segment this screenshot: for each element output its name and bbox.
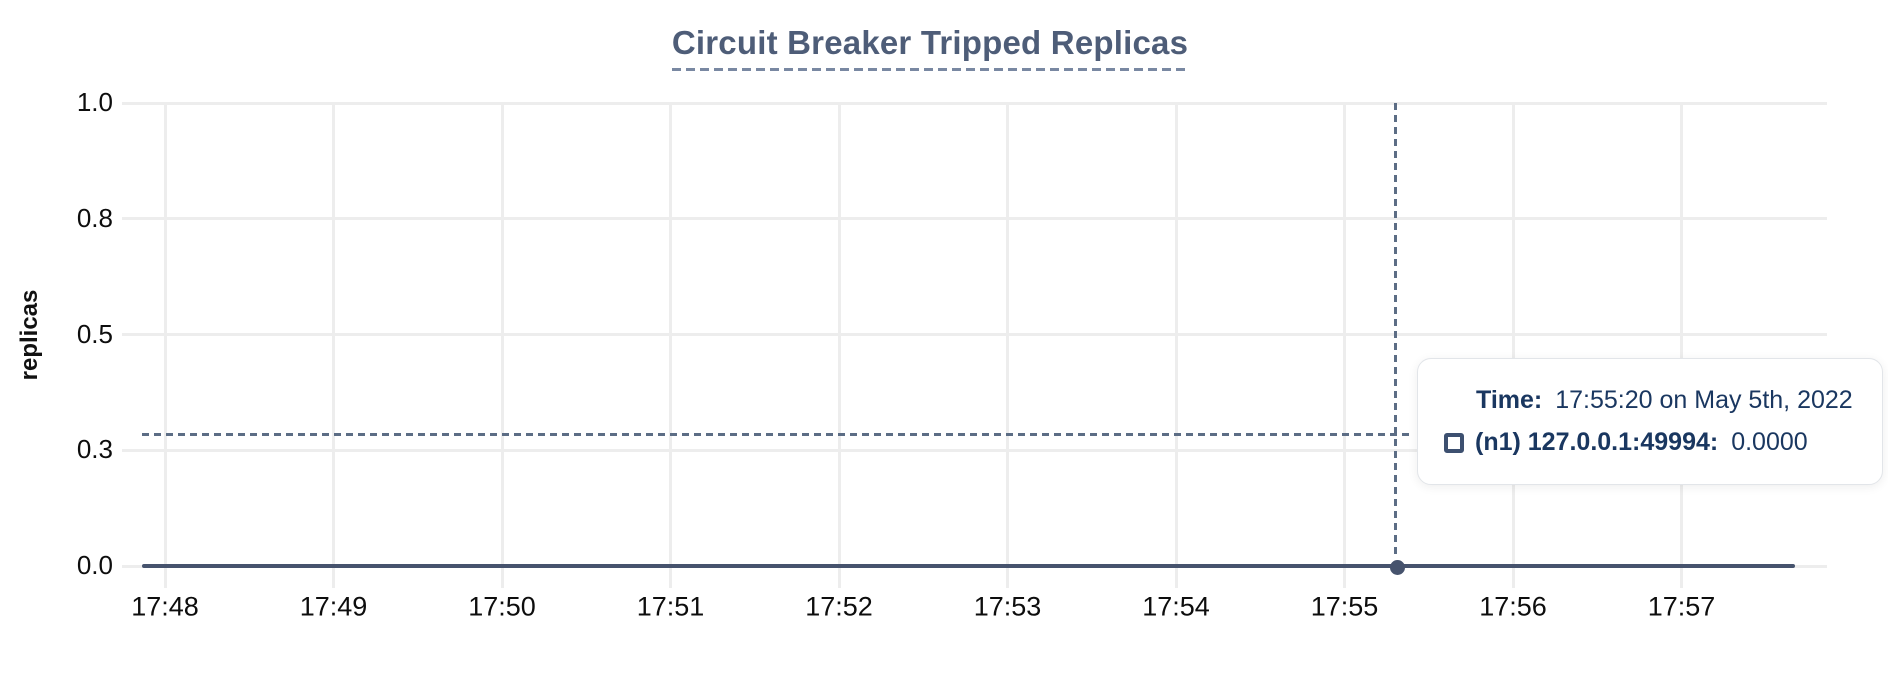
gridline-horizontal: [122, 448, 1827, 452]
y-tick-label: 1.0: [76, 86, 113, 117]
gridline-vertical: [500, 103, 504, 588]
tooltip-time-value: 17:55:20 on May 5th, 2022: [1555, 386, 1853, 414]
x-tick-label: 17:50: [468, 591, 536, 622]
gridline-vertical: [1511, 103, 1515, 588]
gridline-horizontal: [122, 217, 1827, 221]
x-tick-label: 17:57: [1647, 591, 1716, 622]
y-tick-label: 0.3: [76, 434, 113, 465]
tooltip-series-row: (n1) 127.0.0.1:49994: 0.0000: [1444, 428, 1882, 457]
gridline-vertical: [1174, 103, 1178, 588]
gridline-vertical: [1343, 103, 1346, 588]
x-tick-label: 17:48: [131, 591, 199, 622]
series-line: [142, 564, 1795, 568]
crosshair-horizontal-line: [142, 433, 1413, 436]
gridline-vertical: [669, 103, 672, 588]
series-swatch-icon: [1444, 432, 1464, 453]
x-tick-label: 17:51: [636, 591, 705, 622]
gridline-vertical: [163, 103, 167, 588]
tooltip-time-row: Time: 17:55:20 on May 5th, 2022: [1476, 386, 1882, 415]
x-tick-label: 17:55: [1310, 591, 1379, 622]
chart-title-text: Circuit Breaker Tripped Replicas: [671, 24, 1189, 61]
chart-title: Circuit Breaker Tripped Replicas: [671, 24, 1189, 71]
crosshair-vertical-line: [1394, 103, 1397, 556]
x-tick-label: 17:53: [973, 591, 1042, 622]
tooltip: Time: 17:55:20 on May 5th, 2022 (n1) 127…: [1417, 358, 1883, 485]
gridline-vertical: [837, 103, 841, 588]
x-tick-label: 17:52: [805, 591, 873, 622]
gridline-vertical: [332, 103, 335, 588]
y-tick-label: 0.5: [76, 318, 113, 349]
gridline-horizontal: [122, 333, 1827, 336]
tooltip-time-label: Time:: [1476, 386, 1543, 414]
tooltip-series-label: (n1) 127.0.0.1:49994:: [1475, 428, 1719, 456]
x-tick-label: 17:49: [299, 591, 368, 622]
x-tick-label: 17:54: [1142, 591, 1210, 622]
hovered-point-marker: [1390, 560, 1405, 575]
gridline-vertical: [1680, 103, 1683, 588]
tooltip-series-value: 0.0000: [1731, 428, 1808, 456]
chart-title-dashed-underline: [671, 68, 1189, 71]
y-tick-label: 0.0: [76, 549, 113, 580]
gridline-vertical: [1006, 103, 1009, 588]
x-tick-label: 17:56: [1479, 591, 1547, 622]
y-tick-label: 0.8: [76, 202, 113, 233]
gridline-horizontal: [122, 101, 1827, 105]
